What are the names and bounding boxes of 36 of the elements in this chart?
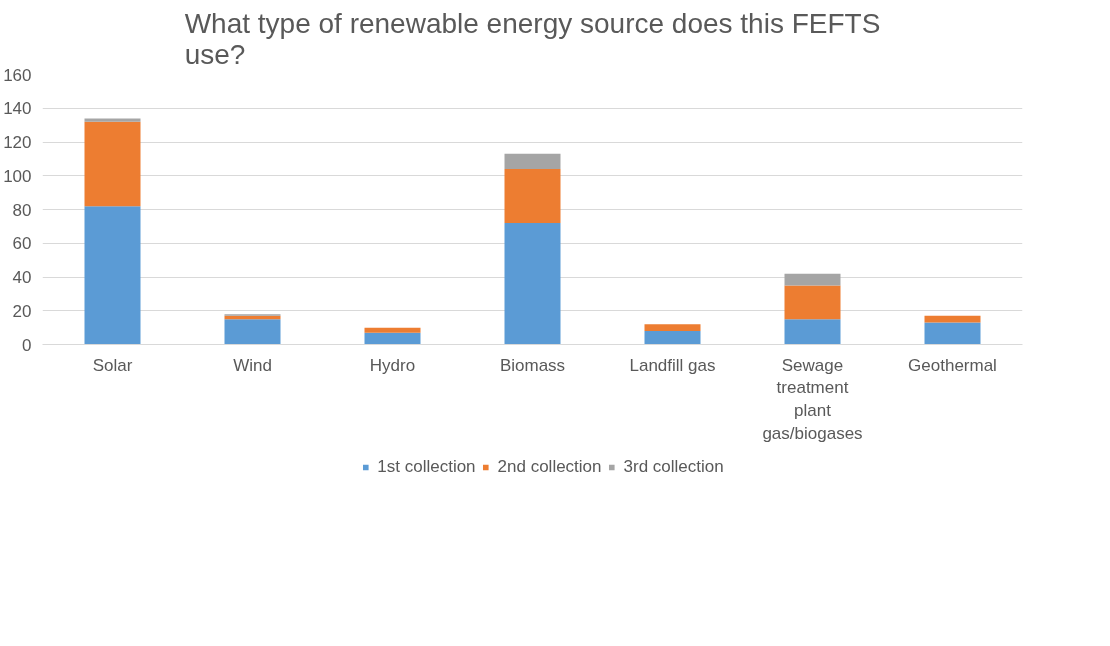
y-tick-label: 160 [3,65,32,85]
bar [644,331,701,345]
bar [784,273,841,286]
y-tick-label: 140 [3,99,32,119]
bar [84,118,141,122]
y-tick-label: 100 [3,166,32,186]
legend-label: 3rd collection [623,457,724,477]
x-tick-label: Sewage treatment plant gas/biogases [762,355,863,443]
y-tick-label: 0 [22,335,32,355]
bar [504,169,561,223]
x-tick-label: Geothermal [908,355,997,375]
x-tick-label: Hydro [369,355,416,375]
y-tick-label: 80 [12,200,32,220]
x-tick-label: Solar [92,355,133,375]
bar [364,327,421,333]
bar [504,153,561,169]
x-tick-label: Landfill gas [629,355,716,375]
bar [504,223,561,345]
legend-label: 2nd collection [497,457,602,477]
y-tick-label: 20 [12,301,32,321]
bar [924,315,981,323]
legend-label: 1st collection [377,457,476,477]
x-tick-label: Biomass [499,355,566,375]
bar [644,324,701,331]
y-tick-label: 40 [12,268,32,287]
bar [364,332,421,345]
bar [924,322,981,345]
bar [784,319,841,345]
bar [784,285,841,320]
bar [224,319,281,345]
y-tick-label: 120 [3,133,32,152]
chart-title: What type of renewable energy source does this FEFTS use? [184,7,881,70]
bar [84,206,141,345]
bar [84,121,141,207]
x-tick-label: Wind [233,355,272,375]
y-tick-label: 60 [12,234,32,254]
